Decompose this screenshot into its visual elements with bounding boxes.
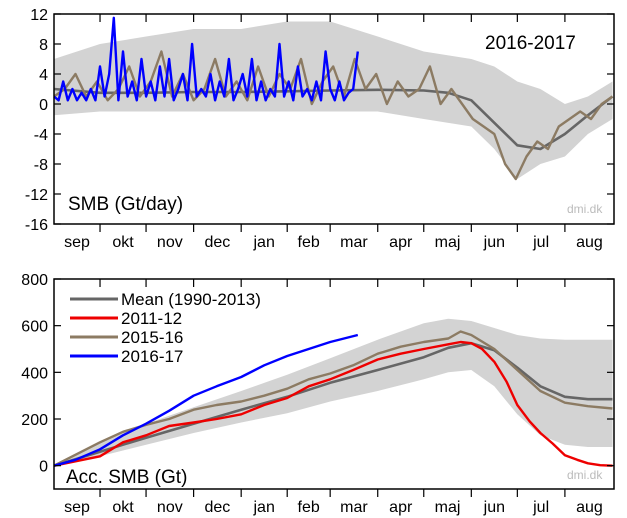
daily-smb-y-tick-label: 12 [30, 7, 48, 24]
daily-smb-y-tick-label: -4 [34, 127, 48, 144]
legend-label-2016-17: 2016-17 [121, 347, 183, 366]
accumulated-smb-x-axis: sep okt nov dec jan feb mar apr maj jun jul aug [64, 279, 603, 516]
accumulated-smb-y-tick-label: 800 [21, 272, 48, 289]
accumulated-smb-y-tick-label: 600 [21, 319, 48, 336]
daily-smb-lines-layer [53, 16, 614, 181]
accumulated-smb-x-tick-label: feb [298, 499, 320, 516]
daily-smb-series-2016-17 [53, 16, 359, 102]
accumulated-smb-x-tick-label: apr [389, 499, 413, 516]
daily-smb-x-axis: sep okt nov dec jan feb mar apr maj jun jul aug [64, 14, 603, 251]
daily-smb-x-tick-label: dec [204, 234, 230, 251]
daily-smb-y-tick-label: -16 [25, 217, 48, 234]
daily-smb-y-tick-label: -12 [25, 187, 48, 204]
accumulated-smb-y-axis: 800 600 400 200 0 [21, 272, 614, 476]
accumulated-smb-x-tick-label: dec [204, 499, 230, 516]
accumulated-smb-y-tick-label: 400 [21, 365, 48, 382]
accumulated-smb-x-tick-label: jul [532, 499, 549, 516]
accumulated-smb-y-tick-label: 200 [21, 412, 48, 429]
daily-smb-x-tick-label: apr [389, 234, 413, 251]
accumulated-smb-x-tick-label: mar [340, 499, 368, 516]
daily-smb-season-label: 2016-2017 [485, 33, 576, 54]
accumulated-smb-x-tick-label: okt [112, 499, 134, 516]
accumulated-smb-watermark: dmi.dk [567, 468, 603, 482]
accumulated-smb-lines-layer [53, 330, 613, 467]
accumulated-smb-series-2015-16 [53, 330, 613, 467]
accumulated-smb-x-tick-label: maj [435, 499, 461, 516]
accumulated-smb-band-layer [54, 318, 613, 466]
daily-smb-y-tick-label: -8 [34, 157, 48, 174]
legend-label-2015-16: 2015-16 [121, 328, 183, 347]
accumulated-smb-panel: 800 600 400 200 0 sep okt nov dec jan feb mar apr ma… [21, 272, 615, 516]
daily-smb-x-tick-label: sep [64, 234, 90, 251]
daily-smb-x-tick-label: jun [483, 234, 505, 251]
accumulated-smb-x-tick-label: aug [576, 499, 603, 516]
daily-smb-x-tick-label: jul [532, 234, 549, 251]
accumulated-smb-series-2016-17 [53, 333, 359, 467]
daily-smb-x-tick-label: mar [340, 234, 368, 251]
daily-smb-plot-frame [53, 13, 615, 225]
accumulated-smb-series-mean-1990-2013 [53, 341, 613, 467]
daily-smb-x-tick-label: jan [253, 234, 275, 251]
accumulated-smb-x-tick-label: sep [64, 499, 90, 516]
accumulated-smb-axis-label: Acc. SMB (Gt) [66, 467, 187, 488]
daily-smb-x-tick-label: okt [112, 234, 134, 251]
daily-smb-x-tick-label: maj [435, 234, 461, 251]
daily-smb-y-tick-label: 0 [39, 97, 48, 114]
daily-smb-axis-label: SMB (Gt/day) [68, 194, 183, 215]
accumulated-smb-plot-frame [53, 278, 615, 490]
accumulated-smb-x-tick-label: nov [157, 499, 183, 516]
daily-smb-y-tick-label: 8 [39, 37, 48, 54]
accumulated-smb-x-tick-label: jun [483, 499, 505, 516]
daily-smb-x-tick-label: aug [576, 234, 603, 251]
accumulated-smb-series-2011-12 [53, 340, 613, 467]
accumulated-smb-y-tick-label: 0 [39, 459, 48, 476]
daily-smb-y-axis: 12 8 4 0 -4 -8 -12 -16 [25, 7, 614, 234]
daily-smb-x-tick-label: feb [298, 234, 320, 251]
daily-smb-series-2015-16 [53, 50, 614, 181]
legend-label-mean-1990-2013: Mean (1990-2013) [121, 290, 261, 309]
daily-smb-panel: 12 8 4 0 -4 -8 -12 -16 sep okt nov dec jan feb mar apr… [25, 7, 615, 251]
daily-smb-watermark: dmi.dk [567, 202, 603, 216]
accumulated-smb-x-tick-label: jan [253, 499, 275, 516]
daily-smb-x-tick-label: nov [157, 234, 183, 251]
legend-label-2011-12: 2011-12 [121, 309, 182, 328]
accumulated-smb-range-band [54, 318, 613, 466]
daily-smb-y-tick-label: 4 [39, 67, 48, 84]
